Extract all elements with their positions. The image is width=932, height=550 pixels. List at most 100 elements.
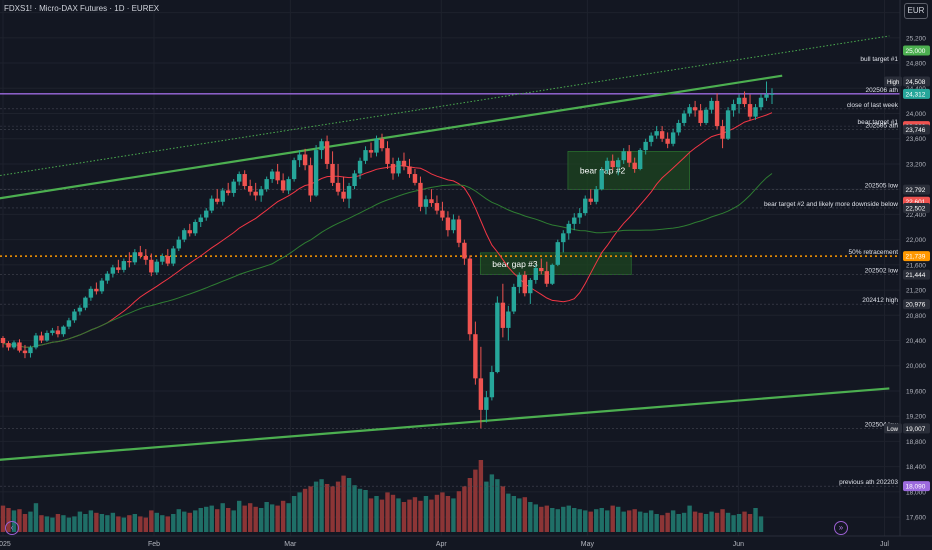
candle-body [308, 165, 313, 196]
volume-bar [236, 500, 242, 532]
volume-bar [561, 506, 566, 532]
volume-bar [231, 510, 236, 532]
volume-bar [572, 508, 577, 532]
candle [368, 142, 374, 158]
candle-body [313, 150, 319, 196]
candle-body [236, 174, 242, 182]
candle [747, 94, 753, 120]
volume-bar [346, 478, 352, 532]
volume-bar [517, 498, 522, 532]
currency-selector[interactable]: EUR [904, 3, 928, 19]
y-tick-label: 20,800 [906, 313, 926, 320]
volume-bar [132, 514, 138, 532]
candle-body [247, 186, 253, 192]
y-tick-label: 20,400 [906, 338, 926, 345]
volume-bar [116, 516, 121, 532]
volume-bar [418, 500, 423, 532]
candle-body [94, 288, 99, 292]
candle [324, 135, 330, 169]
price-tag-label: Low [887, 427, 899, 433]
candle-body [154, 261, 159, 273]
right-arrow-icon[interactable]: » [834, 521, 848, 535]
price-marker-label: 23,746 [906, 127, 926, 134]
candle-body [643, 141, 648, 151]
candle [769, 88, 775, 105]
candle-body [676, 122, 681, 133]
candle [99, 278, 105, 294]
candle-body [572, 217, 577, 224]
candle [742, 91, 747, 108]
volume-bar [714, 512, 720, 532]
candle-body [709, 100, 714, 110]
price-marker [903, 76, 930, 87]
volume-bar [330, 486, 335, 532]
volume-bar [341, 475, 346, 532]
candle-body [456, 219, 462, 243]
candle-body [341, 191, 346, 199]
candle [610, 154, 615, 171]
volume-bar [121, 517, 127, 532]
volume-bar [643, 512, 648, 532]
volume-bar [440, 492, 445, 532]
candle-body [215, 198, 220, 202]
candle [264, 176, 269, 192]
candle [412, 168, 418, 186]
candle-body [533, 268, 539, 280]
candle [731, 99, 736, 117]
x-tick-label: Jul [880, 541, 889, 548]
candle-body [72, 311, 77, 321]
candle-body [588, 198, 593, 202]
candle-body [88, 288, 94, 298]
candle [319, 138, 324, 159]
candle-body [269, 171, 275, 180]
candle [297, 150, 302, 168]
candle [110, 264, 116, 278]
candle-body [143, 256, 149, 260]
candle [720, 119, 725, 149]
volume-bar [758, 516, 764, 532]
candle-body [769, 93, 775, 95]
candle-body [659, 131, 665, 139]
candle [577, 208, 582, 224]
candle-body [396, 160, 401, 174]
volume-bar [182, 511, 187, 532]
candle-body [687, 107, 692, 114]
candle [236, 171, 242, 186]
candle-body [714, 100, 720, 127]
candle [28, 345, 33, 358]
y-tick-label: 21,200 [906, 288, 926, 295]
candle-body [17, 342, 22, 351]
candle-body [725, 110, 731, 139]
candle-body [116, 267, 121, 270]
price-marker [903, 88, 930, 99]
candle [467, 255, 473, 341]
candle-body [473, 334, 478, 379]
candle [176, 236, 181, 251]
candle-body [401, 160, 407, 167]
volume-bar [528, 502, 533, 532]
candle [736, 94, 742, 114]
candle-body [423, 199, 429, 207]
volume-bar [253, 506, 258, 532]
candle [555, 239, 560, 267]
candle-body [594, 189, 599, 202]
candle [121, 258, 127, 273]
left-arrow-icon[interactable]: ‹ [5, 521, 19, 535]
volume-bar [648, 510, 654, 532]
volume-bar [637, 511, 643, 532]
candle [198, 214, 203, 228]
candle [511, 283, 517, 315]
volume-bar [506, 493, 511, 532]
candle-body [132, 252, 138, 263]
candle [643, 138, 648, 155]
candle-body [61, 326, 66, 335]
volume-bar [736, 514, 742, 532]
volume-bar [670, 510, 676, 532]
candle [88, 286, 94, 301]
volume-bar [6, 508, 11, 532]
volume-bar [654, 514, 659, 532]
candle [247, 179, 253, 196]
candle [484, 390, 489, 423]
candle [17, 339, 22, 353]
